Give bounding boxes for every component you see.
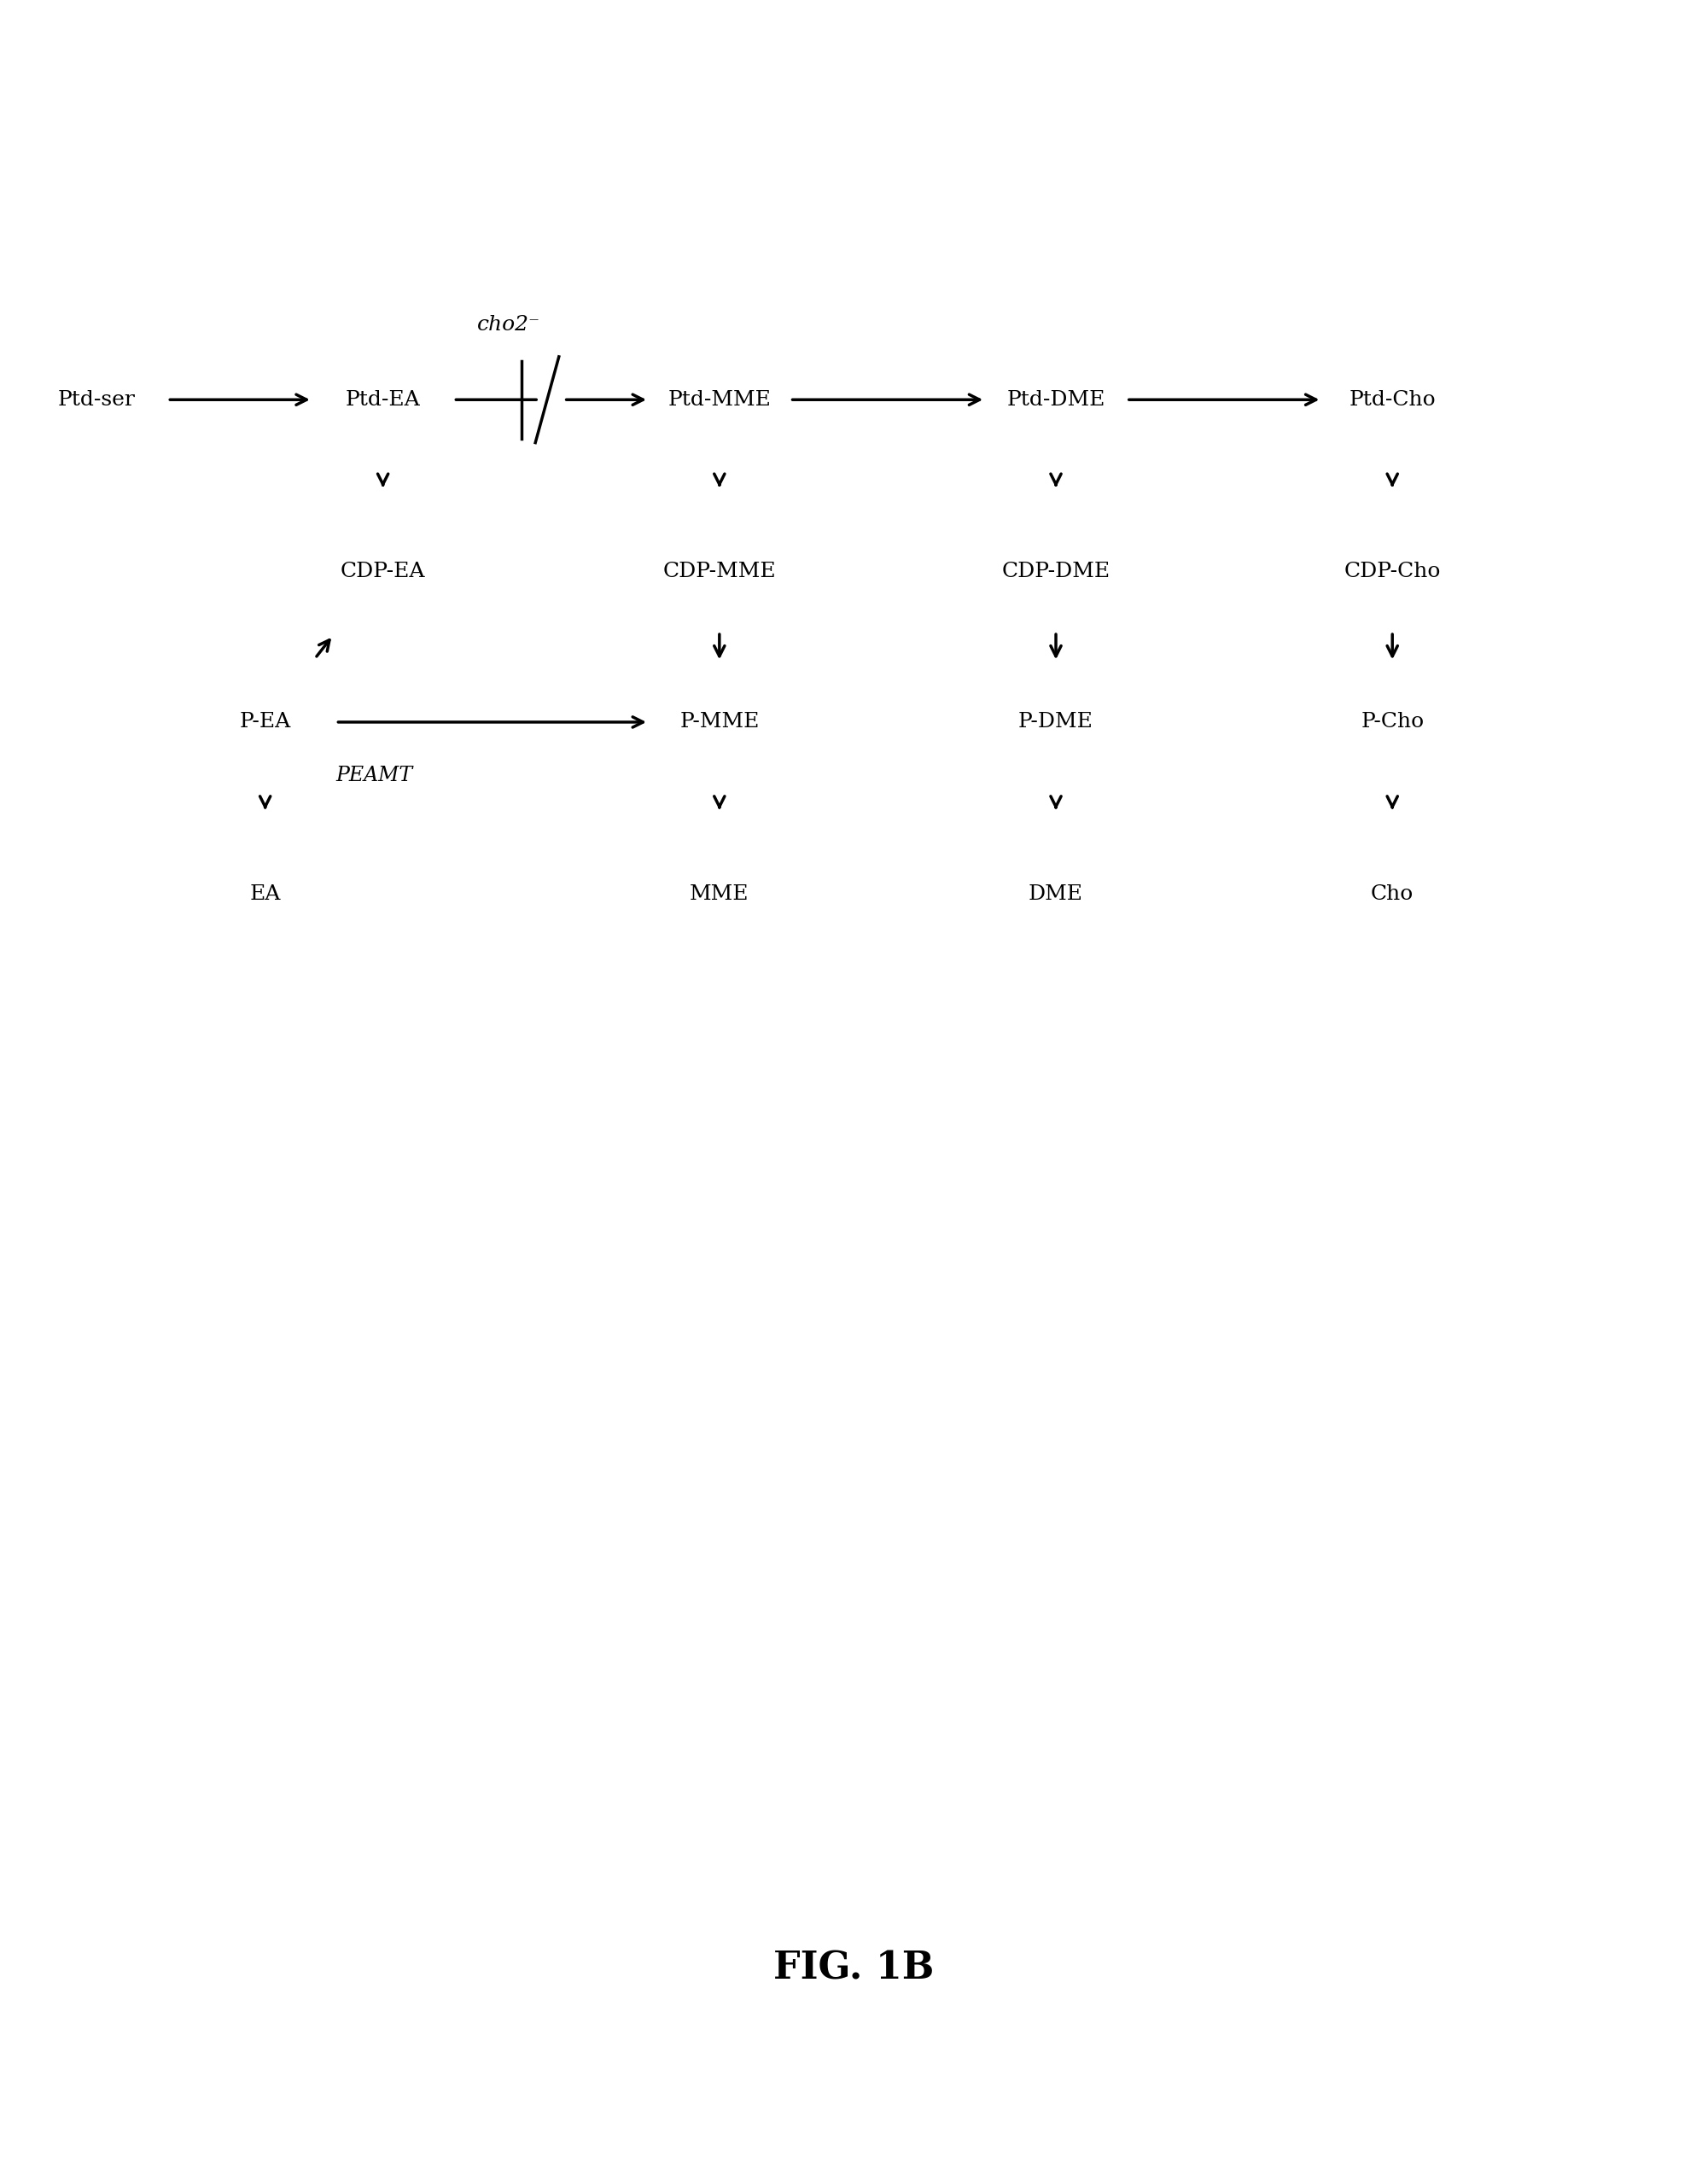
Text: Ptd-ser: Ptd-ser	[58, 389, 135, 409]
Text: Ptd-Cho: Ptd-Cho	[1349, 389, 1436, 409]
Text: CDP-Cho: CDP-Cho	[1344, 561, 1442, 581]
Text: FIG. 1B: FIG. 1B	[774, 1951, 934, 1988]
Text: Cho: Cho	[1372, 885, 1414, 905]
Text: P-Cho: P-Cho	[1361, 711, 1424, 733]
Text: P-DME: P-DME	[1018, 711, 1093, 733]
Text: CDP-MME: CDP-MME	[663, 561, 775, 581]
Text: Ptd-MME: Ptd-MME	[668, 389, 770, 409]
Text: CDP-EA: CDP-EA	[340, 561, 425, 581]
Text: DME: DME	[1028, 885, 1083, 905]
Text: Ptd-EA: Ptd-EA	[345, 389, 420, 409]
Text: P-EA: P-EA	[239, 711, 290, 733]
Text: Ptd-DME: Ptd-DME	[1006, 389, 1105, 409]
Text: CDP-DME: CDP-DME	[1001, 561, 1110, 581]
Text: MME: MME	[690, 885, 750, 905]
Text: cho2⁻: cho2⁻	[478, 315, 541, 335]
Text: EA: EA	[249, 885, 280, 905]
Text: P-MME: P-MME	[680, 711, 760, 733]
Text: PEAMT: PEAMT	[336, 766, 413, 785]
